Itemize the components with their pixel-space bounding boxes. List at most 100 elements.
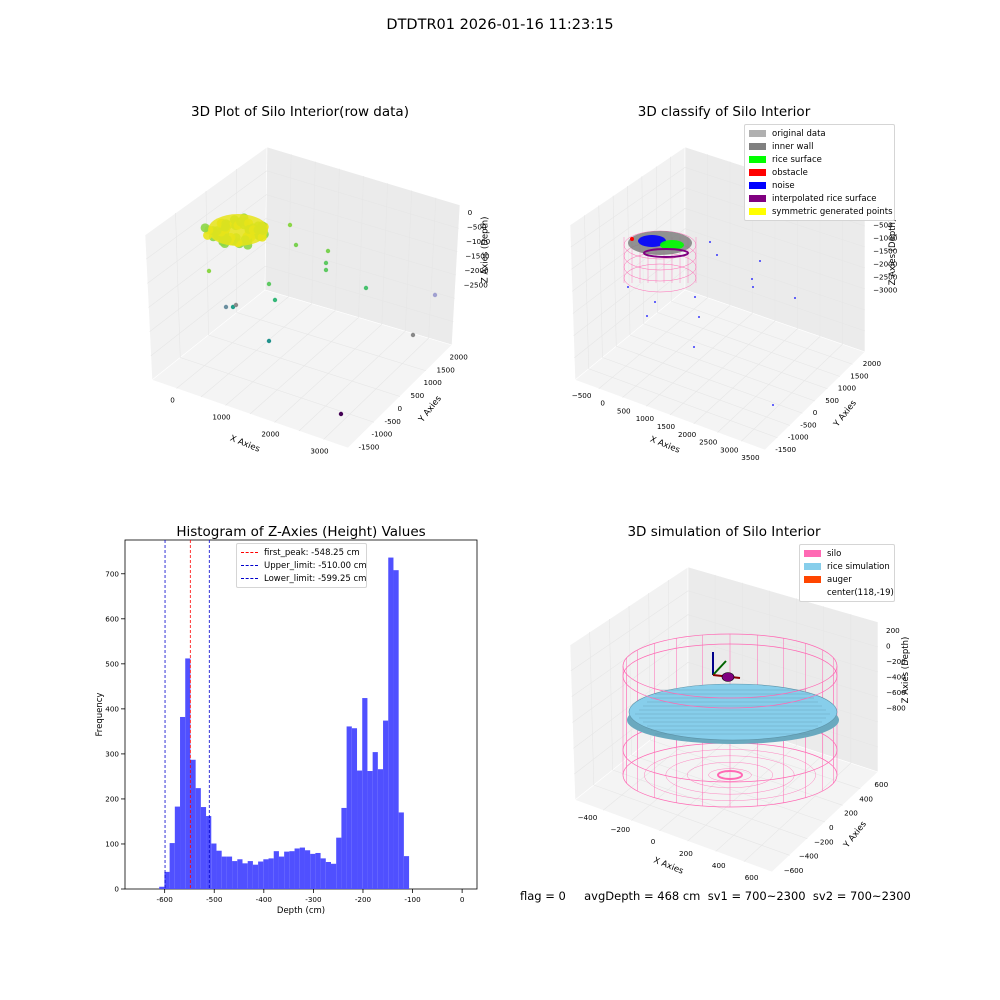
interpolated-surface (643, 248, 689, 258)
z-tick-label: −3000 (873, 286, 898, 295)
grid-line (687, 590, 879, 648)
grid-line (323, 337, 429, 440)
obstacle-point (630, 237, 634, 241)
z-tick-label: −200 (886, 657, 906, 666)
grid-line (225, 310, 336, 406)
z-tick-label: −1000 (873, 234, 898, 243)
x-tick-label: 2000 (678, 430, 697, 439)
z-tick-label: −2500 (873, 273, 898, 282)
grid-line (627, 185, 631, 336)
raw-point (233, 302, 239, 308)
noise-cluster (638, 235, 666, 247)
legend-lower-limit: Lower_limit: -599.25 cm (241, 572, 366, 585)
grid-line (266, 170, 459, 229)
x-tick-label: 600 (745, 873, 759, 880)
raw-point (266, 338, 272, 344)
raw-point (323, 260, 329, 266)
grid-line (200, 303, 312, 398)
histogram-bar (320, 858, 326, 889)
x-tick-label: −400 (578, 813, 598, 822)
grid-line (584, 215, 590, 369)
noise-point (694, 296, 696, 298)
raw-point (223, 304, 229, 310)
y-tick-label: 1000 (424, 378, 443, 387)
legend-swatch (749, 130, 766, 137)
histogram-bar (315, 852, 321, 889)
histogram-bar (351, 728, 358, 889)
raw-data-3d-plot: 0 1000 2000 3000 -1500 -1000 -500 0 500 1000 1500 2… (144, 146, 491, 456)
noise-point (627, 286, 629, 288)
grid-line (687, 614, 879, 673)
grid-line (265, 265, 454, 322)
plot1-title: 3D Plot of Silo Interior(row data) (191, 104, 409, 120)
y-tick-label: 2000 (450, 352, 469, 361)
x-axis-label: Depth (cm) (277, 906, 325, 916)
histogram-bar (242, 863, 248, 889)
noise-point (698, 316, 700, 318)
y-tick-label: 0 (813, 408, 818, 417)
y-tick-label: 500 (411, 391, 425, 400)
grid-line (684, 248, 866, 311)
legend-swatch (749, 195, 766, 202)
histogram-bar (346, 726, 352, 889)
z-tick-label: −800 (886, 703, 906, 712)
grid-line (149, 242, 266, 332)
classify-legend: original data inner wall rice surface ob… (744, 124, 895, 221)
histogram-bar (393, 570, 399, 889)
center-marker (721, 672, 735, 682)
z-tick-label: −1000 (466, 237, 491, 246)
noise-point (646, 315, 648, 317)
histogram-bar (294, 848, 300, 889)
histogram-bar (226, 856, 233, 889)
legend-swatch (804, 576, 821, 583)
x-tick-label: -200 (355, 895, 372, 904)
y-tick-label: 100 (105, 839, 119, 848)
legend-center: center(118,-19) (804, 586, 894, 599)
noise-point (794, 297, 796, 299)
y-tick-label: 0 (829, 823, 834, 832)
legend-interpolated-surface: interpolated rice surface (749, 192, 890, 205)
histogram-bar (377, 769, 384, 889)
x-tick-label: -600 (157, 895, 174, 904)
grid-line (687, 745, 797, 842)
silo-wire-ring (622, 633, 838, 699)
histogram-bar (383, 720, 389, 889)
x-tick-label: 0 (170, 396, 175, 405)
x-tick-label: 0 (600, 399, 605, 408)
z-tick-label: −1500 (873, 247, 898, 256)
grid-line (571, 187, 686, 270)
raw-point (206, 268, 212, 274)
z-tick-label: −500 (467, 223, 487, 232)
x-tick-label: 400 (712, 861, 726, 870)
grid-line (570, 590, 689, 672)
y-tick-label: 1500 (437, 365, 456, 374)
floor-pane (151, 289, 453, 449)
grid-line (298, 331, 406, 432)
grid-line (670, 156, 672, 302)
x-tick-label: -300 (305, 895, 322, 904)
x-tick-label: -400 (256, 895, 273, 904)
legend-line (241, 578, 258, 579)
grid-line (659, 736, 770, 832)
x-tick-label: 3000 (720, 445, 739, 454)
legend-obstacle: obstacle (749, 166, 890, 179)
x-tick-label: 2000 (261, 430, 280, 439)
legend-original-data: original data (749, 127, 890, 140)
histogram-bar (367, 771, 373, 889)
noise-point (716, 254, 718, 256)
noise-point (752, 286, 754, 288)
noise-point (693, 346, 695, 348)
histogram-bar (190, 759, 196, 889)
grid-line (631, 754, 826, 823)
noise-point (654, 301, 656, 303)
grid-line (612, 769, 808, 839)
legend-swatch (804, 563, 821, 570)
grid-line (265, 218, 457, 276)
histogram-bar (273, 851, 279, 889)
noise-point (709, 241, 711, 243)
histogram-bar (252, 864, 259, 889)
y-tick-label: 500 (105, 659, 119, 668)
y-tick-label: −400 (799, 852, 819, 861)
z-tick-label: −600 (886, 688, 906, 697)
histogram-title: Histogram of Z-Axies (Height) Values (176, 524, 426, 540)
